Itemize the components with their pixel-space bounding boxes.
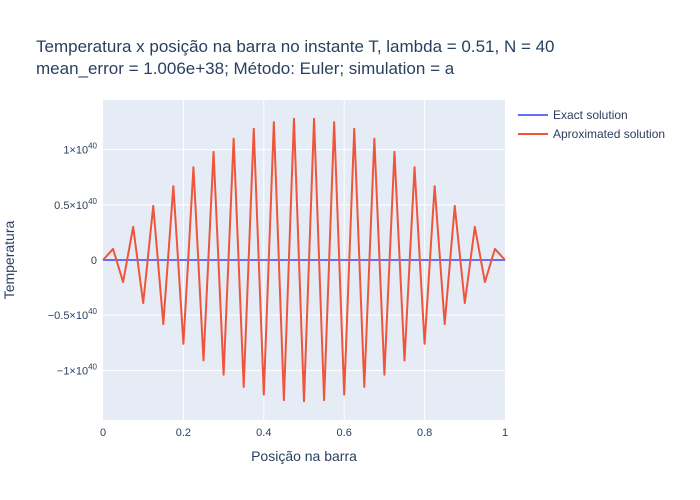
y-axis-ticks: 1×1040 0.5×1040 0 −0.5×1040 −1×1040 <box>48 142 98 378</box>
series-line-aproximated-solution <box>102 117 506 403</box>
y-axis-title: Temperatura <box>1 220 17 299</box>
chart-title-line1: Temperatura x posição na barra no instan… <box>36 37 555 56</box>
x-tick-label: 1 <box>502 427 508 439</box>
legend: Exact solution Aproximated solution <box>518 108 665 141</box>
x-tick-label: 0.2 <box>176 427 191 439</box>
series-group <box>102 117 506 403</box>
y-tick-label: −0.5×1040 <box>48 307 98 322</box>
y-tick-label: 0.5×1040 <box>54 197 97 212</box>
x-tick-label: 0 <box>100 427 106 439</box>
y-tick-label: 0 <box>91 255 97 267</box>
x-axis-title: Posição na barra <box>251 448 357 464</box>
y-tick-label: 1×1040 <box>63 142 97 157</box>
x-tick-label: 0.8 <box>417 427 432 439</box>
legend-label: Exact solution <box>553 108 628 122</box>
x-tick-label: 0.6 <box>337 427 352 439</box>
chart-title-line2: mean_error = 1.006e+38; Método: Euler; s… <box>36 59 455 78</box>
x-tick-label: 0.4 <box>256 427 271 439</box>
legend-label: Aproximated solution <box>553 127 665 141</box>
x-axis-ticks: 0 0.2 0.4 0.6 0.8 1 <box>100 427 508 439</box>
y-tick-label: −1×1040 <box>57 362 98 377</box>
